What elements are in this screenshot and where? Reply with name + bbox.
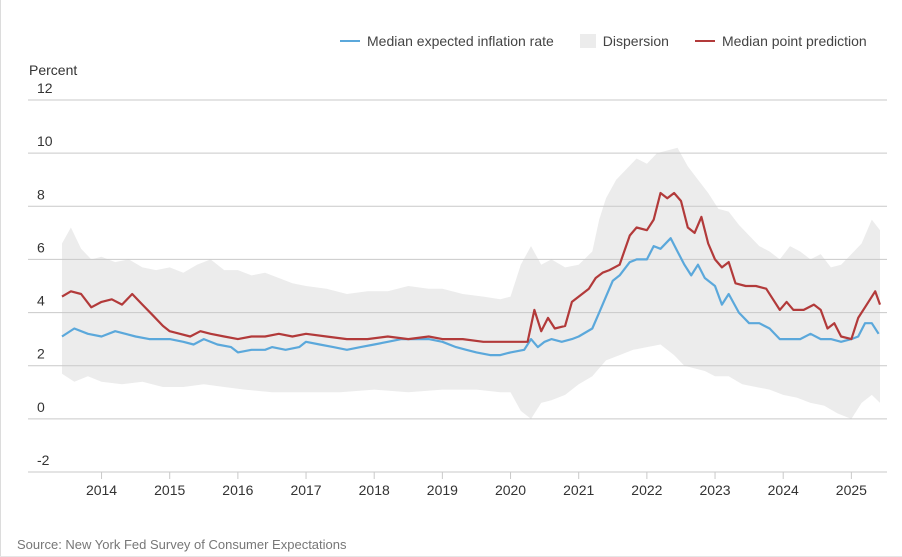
frame-left-border xyxy=(0,0,1,557)
legend-label-point-prediction: Median point prediction xyxy=(721,33,867,49)
y-tick-label: 12 xyxy=(37,80,53,96)
x-tick-label: 2017 xyxy=(290,482,321,498)
x-tick-label: 2015 xyxy=(154,482,185,498)
x-tick-label: 2014 xyxy=(86,482,117,498)
legend-item-point-prediction[interactable]: Median point prediction xyxy=(694,33,867,49)
x-tick-label: 2022 xyxy=(631,482,662,498)
source-note: Source: New York Fed Survey of Consumer … xyxy=(17,537,347,552)
legend-item-median[interactable]: Median expected inflation rate xyxy=(340,33,554,49)
legend-swatch-median xyxy=(340,40,360,42)
x-tick-label: 2023 xyxy=(699,482,730,498)
chart-legend: Median expected inflation rate Dispersio… xyxy=(340,33,867,49)
y-tick-label: 2 xyxy=(37,346,45,362)
dispersion-band xyxy=(62,147,880,419)
legend-swatch-point-prediction xyxy=(694,40,715,42)
y-axis-label: Percent xyxy=(29,62,78,78)
y-tick-label: -2 xyxy=(37,452,50,468)
x-tick-label: 2024 xyxy=(768,482,799,498)
legend-swatch-dispersion xyxy=(579,34,596,48)
chart-plot-area: -2 0 2 4 6 8 10 12 2014 2015 2016 2017 2018 2019 2020 2… xyxy=(28,80,887,498)
x-tick-label: 2020 xyxy=(495,482,526,498)
y-tick-label: 10 xyxy=(37,133,53,149)
x-tick-label: 2018 xyxy=(359,482,390,498)
series-line-median-point-prediction xyxy=(61,191,882,343)
x-tick-label: 2019 xyxy=(427,482,458,498)
y-tick-label: 0 xyxy=(37,399,45,415)
y-tick-label: 6 xyxy=(37,239,45,255)
y-tick-label: 8 xyxy=(37,186,45,202)
x-tick-label: 2021 xyxy=(563,482,594,498)
x-tick-label: 2016 xyxy=(222,482,253,498)
legend-label-dispersion: Dispersion xyxy=(602,33,669,49)
legend-item-dispersion[interactable]: Dispersion xyxy=(579,33,669,49)
y-tick-label: 4 xyxy=(37,293,45,309)
x-tick-label: 2025 xyxy=(836,482,867,498)
legend-label-median: Median expected inflation rate xyxy=(367,33,554,49)
series-line-median-expected xyxy=(61,237,880,357)
